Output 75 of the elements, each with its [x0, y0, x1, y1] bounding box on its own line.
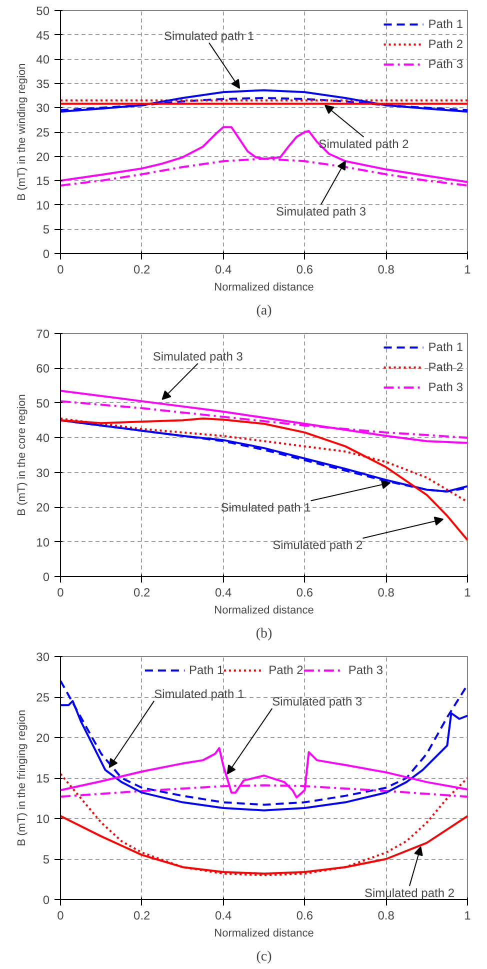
x-tick-label: 1 — [464, 586, 472, 600]
x-tick-label: 0 — [57, 586, 64, 600]
x-tick-label: 0.8 — [378, 586, 395, 600]
y-tick-label: 10 — [36, 812, 50, 826]
x-axis-title: Normalized distance — [214, 604, 314, 616]
annotation: Simulated path 1 — [220, 500, 312, 515]
x-tick-label: 0 — [57, 262, 64, 276]
y-axis-title: B (mT) in the core region — [16, 394, 28, 516]
text: (b) — [256, 626, 272, 642]
y-tick-label: 15 — [36, 772, 50, 786]
y-tick-label: 20 — [36, 731, 50, 745]
y-tick-label: 25 — [36, 126, 50, 140]
y-tick-label: 40 — [36, 431, 50, 446]
x-axis-title: Normalized distance — [214, 928, 314, 940]
y-tick-label: 50 — [36, 396, 50, 410]
y-tick-label: 30 — [36, 466, 50, 480]
x-tick-label: 0.6 — [296, 262, 314, 276]
y-tick-label: 20 — [36, 150, 50, 164]
y-axis-title: B (mT) in the winding region — [16, 63, 28, 201]
y-tick-label: 20 — [36, 500, 50, 515]
annotation: Simulated path 2 — [364, 886, 455, 900]
y-tick-label: 25 — [36, 690, 50, 704]
legend-label: Path 3 — [428, 380, 463, 394]
legend-label: Path 3 — [428, 57, 463, 71]
x-tick-label: 0.4 — [214, 262, 232, 276]
x-tick-label: 0.2 — [134, 586, 151, 600]
line-series — [60, 772, 468, 876]
y-tick-label: 0 — [42, 247, 50, 261]
y-tick-label: 15 — [36, 174, 50, 188]
y-tick-label: 40 — [36, 52, 50, 67]
legend-label: Path 2 — [428, 37, 463, 51]
text: (a) — [256, 304, 272, 318]
annotation: Simulated path 3 — [152, 350, 244, 364]
y-tick-label: 60 — [36, 362, 50, 376]
annotation: Simulated path 3 — [272, 694, 363, 708]
y-tick-label: 0 — [42, 893, 50, 907]
y-tick-label: 10 — [36, 535, 50, 550]
legend-label: Path 1 — [428, 17, 463, 31]
text: (c) — [256, 950, 272, 964]
annotation: Simulated path 1 — [154, 686, 244, 701]
x-tick-label: 0.2 — [134, 262, 151, 276]
annotation: Simulated path 1 — [164, 28, 254, 43]
y-tick-label: 70 — [36, 327, 50, 341]
y-tick-label: 50 — [36, 4, 50, 18]
x-tick-label: 0.4 — [214, 908, 232, 922]
x-tick-label: 0.6 — [296, 908, 314, 922]
x-tick-label: 0.8 — [378, 262, 395, 276]
x-tick-label: 0.8 — [378, 908, 395, 922]
legend-label: Path 1 — [188, 663, 224, 677]
legend-label: Path 2 — [268, 663, 304, 677]
x-tick-label: 0.6 — [296, 586, 314, 600]
y-tick-label: 45 — [36, 28, 50, 42]
y-axis-title: B (mT) in the fringing region — [16, 710, 28, 846]
y-tick-label: 30 — [36, 101, 50, 116]
x-tick-label: 1 — [464, 908, 472, 922]
legend-label: Path 1 — [428, 340, 463, 354]
y-tick-label: 0 — [42, 570, 50, 584]
y-tick-label: 35 — [36, 76, 50, 91]
x-tick-label: 0 — [57, 908, 64, 922]
line-series — [60, 747, 468, 798]
x-tick-label: 0.2 — [134, 908, 151, 922]
legend-label: Path 2 — [428, 360, 463, 374]
line-series — [60, 390, 468, 444]
annotation: Simulated path 3 — [276, 204, 366, 218]
annotation: Simulated path 2 — [272, 538, 364, 552]
line-series — [60, 126, 468, 184]
legend-label: Path 3 — [348, 663, 384, 677]
y-tick-label: 10 — [36, 198, 50, 212]
x-tick-label: 0.4 — [214, 586, 232, 600]
y-tick-label: 5 — [42, 222, 50, 237]
x-axis-title: Normalized distance — [214, 282, 314, 294]
annotation: Simulated path 2 — [318, 136, 410, 151]
y-tick-label: 30 — [36, 650, 50, 664]
y-tick-label: 5 — [42, 852, 50, 866]
x-tick-label: 1 — [464, 262, 472, 276]
